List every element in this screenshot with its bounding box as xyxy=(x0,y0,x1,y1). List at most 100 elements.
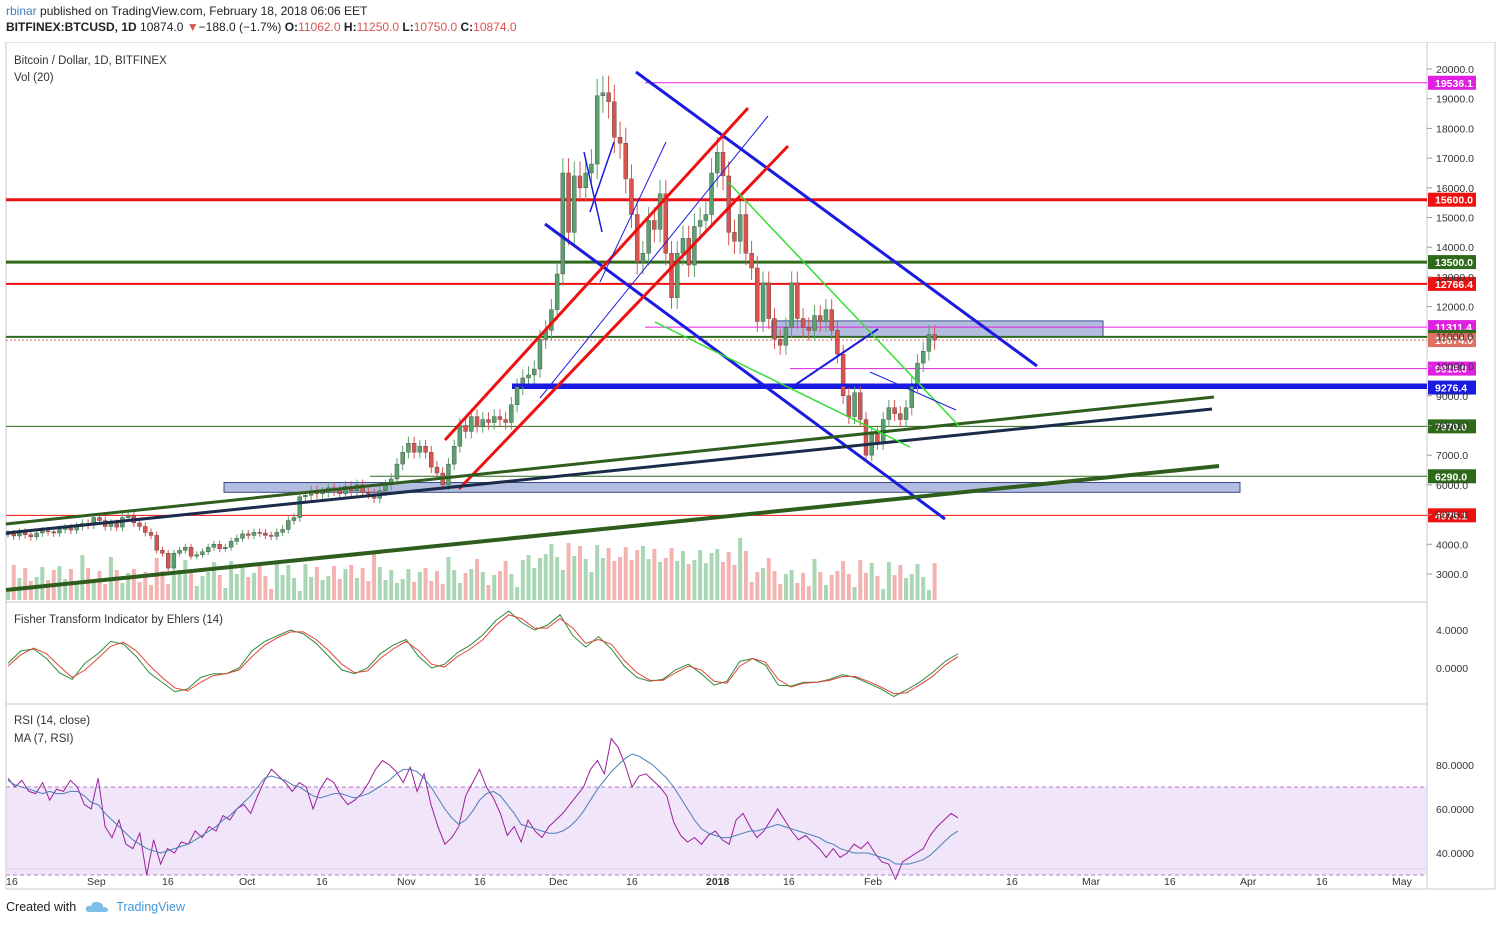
candle-body xyxy=(520,377,525,388)
time-tick-label: Mar xyxy=(1082,876,1101,888)
price-tag-badge xyxy=(1428,333,1476,348)
volume-bar xyxy=(177,570,182,600)
time-tick-label: 16 xyxy=(1316,876,1328,888)
candle-body xyxy=(737,214,743,242)
volume-bar xyxy=(801,573,806,600)
volume-bar xyxy=(326,576,331,600)
ohlc-line: BITFINEX:BTCUSD, 1D 10874.0 ▼−188.0 (−1.… xyxy=(6,19,517,35)
volume-bar xyxy=(171,574,176,600)
volume-bar xyxy=(469,569,474,600)
volume-bar xyxy=(921,577,926,600)
volume-bar xyxy=(412,582,417,600)
volume-bar xyxy=(875,576,880,600)
volume-bar xyxy=(520,560,525,600)
chart-canvas[interactable]: 19536.115600.013500.012766.411311.410982… xyxy=(0,42,1505,894)
price-tag-badge xyxy=(1428,276,1476,291)
close-value: 10874.0 xyxy=(473,20,517,34)
volume-bar xyxy=(126,573,131,600)
candle-body xyxy=(743,214,749,254)
candle-body xyxy=(429,452,434,468)
main-pane-title: Bitcoin / Dollar, 1D, BITFINEX xyxy=(14,55,167,67)
tradingview-link[interactable]: TradingView xyxy=(116,900,185,914)
volume-bar xyxy=(189,573,194,600)
volume-bar xyxy=(394,583,399,600)
trend-line xyxy=(654,321,911,448)
candle-body xyxy=(909,383,914,408)
candle-body xyxy=(469,416,474,432)
volume-bar xyxy=(789,570,794,600)
volume-bar xyxy=(497,571,502,600)
price-tick-label: 10000.0 xyxy=(1436,361,1474,373)
candle-body xyxy=(406,443,411,453)
volume-bar xyxy=(692,560,697,600)
volume-bar xyxy=(74,582,79,600)
volume-bar xyxy=(532,568,537,600)
volume-bar xyxy=(337,579,342,600)
volume-bar xyxy=(383,580,388,600)
candle-body xyxy=(577,175,583,189)
candle-body xyxy=(97,517,102,521)
volume-bar xyxy=(149,585,153,600)
volume-bar xyxy=(738,538,743,600)
publisher-name[interactable]: rbinar xyxy=(6,4,37,18)
candle-body xyxy=(612,101,617,138)
trend-line xyxy=(599,141,667,283)
candle-body xyxy=(806,327,811,331)
candle-body xyxy=(171,553,177,569)
time-tick-label: 16 xyxy=(316,876,328,888)
volume-bar xyxy=(629,560,634,600)
volume-bar xyxy=(709,553,714,600)
candle-body xyxy=(663,193,668,254)
volume-bar xyxy=(623,547,628,600)
price-tick-label: 3000.0 xyxy=(1436,569,1468,581)
candle-body xyxy=(823,309,829,322)
price-tag-label: 7970.0 xyxy=(1435,421,1467,433)
volume-bar xyxy=(166,584,171,600)
price-tag-badge xyxy=(1428,192,1476,207)
candle-body xyxy=(766,282,771,319)
low-value: 10750.0 xyxy=(413,20,458,34)
candle-body xyxy=(903,407,909,420)
volume-bar xyxy=(23,568,28,600)
volume-bar xyxy=(309,577,314,600)
candle-body xyxy=(22,532,28,535)
volume-bar xyxy=(909,574,914,600)
volume-bar xyxy=(280,575,285,600)
fisher-tick-label: 0.0000 xyxy=(1436,663,1468,675)
rsi-band-fill xyxy=(6,787,1427,875)
down-triangle-icon: ▼ xyxy=(186,20,199,34)
candle-body xyxy=(503,419,508,423)
candle-body xyxy=(795,282,800,319)
volume-bar xyxy=(600,558,605,600)
volume-bar xyxy=(131,569,136,600)
candle-body xyxy=(28,534,34,538)
fisher-series-line xyxy=(7,614,959,695)
candle-body xyxy=(228,541,234,548)
volume-bar xyxy=(583,559,588,600)
candle-body xyxy=(852,392,857,417)
volume-bar xyxy=(703,563,708,600)
candle-body xyxy=(486,419,491,423)
candle-body xyxy=(932,334,937,341)
volume-bar xyxy=(452,570,457,600)
candle-body xyxy=(526,374,531,379)
volume-bar xyxy=(211,562,216,600)
price-tag-badge xyxy=(1428,255,1476,270)
volume-bar xyxy=(663,558,668,600)
price-tag-badge xyxy=(1428,419,1476,434)
candle-body xyxy=(211,544,217,548)
volume-bar xyxy=(772,571,777,600)
volume-bar xyxy=(486,585,491,600)
candle-body xyxy=(617,137,623,144)
candle-body xyxy=(337,490,342,494)
volume-bar xyxy=(446,557,451,600)
candle-body xyxy=(589,163,594,174)
volume-bar xyxy=(852,587,857,600)
volume-bar xyxy=(440,584,445,600)
candle-body xyxy=(366,492,371,494)
candle-body xyxy=(188,547,194,557)
volume-bar xyxy=(332,566,337,600)
candle-body xyxy=(560,172,566,275)
volume-bar xyxy=(721,562,725,600)
volume-bar xyxy=(349,565,354,600)
